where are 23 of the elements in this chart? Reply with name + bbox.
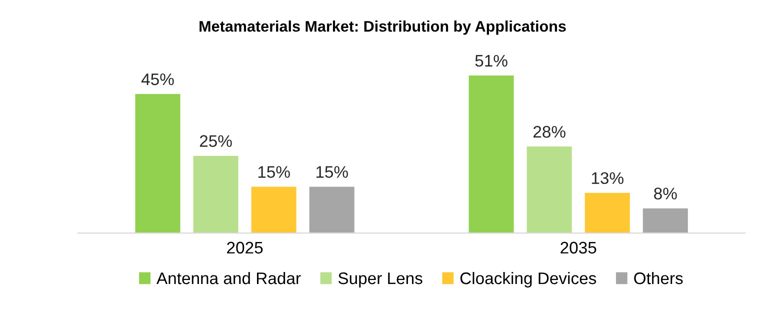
data-label: 8%	[654, 188, 677, 200]
legend-label: Others	[634, 272, 683, 284]
bar	[642, 208, 688, 234]
bar	[468, 76, 514, 234]
legend-label: Antenna and Radar	[156, 272, 301, 284]
bar	[193, 156, 238, 234]
data-label: 13%	[592, 172, 624, 184]
legend-label: Cloacking Devices	[460, 272, 596, 288]
bar	[584, 192, 630, 234]
bar	[135, 94, 180, 234]
x-tick-label: 2025	[227, 242, 263, 254]
data-label: 25%	[200, 135, 232, 147]
bar	[251, 186, 296, 234]
data-label: 15%	[316, 166, 348, 178]
data-label: 45%	[141, 73, 174, 86]
data-label: 51%	[475, 54, 508, 67]
data-label: 15%	[258, 166, 290, 178]
legend-label: Super Lens	[338, 272, 422, 288]
data-label: 28%	[533, 126, 566, 138]
bar	[309, 186, 354, 234]
bar	[526, 146, 572, 234]
chart-title: Metamaterials Market: Distribution by Applications	[200, 20, 566, 35]
x-tick-label: 2035	[560, 242, 596, 254]
